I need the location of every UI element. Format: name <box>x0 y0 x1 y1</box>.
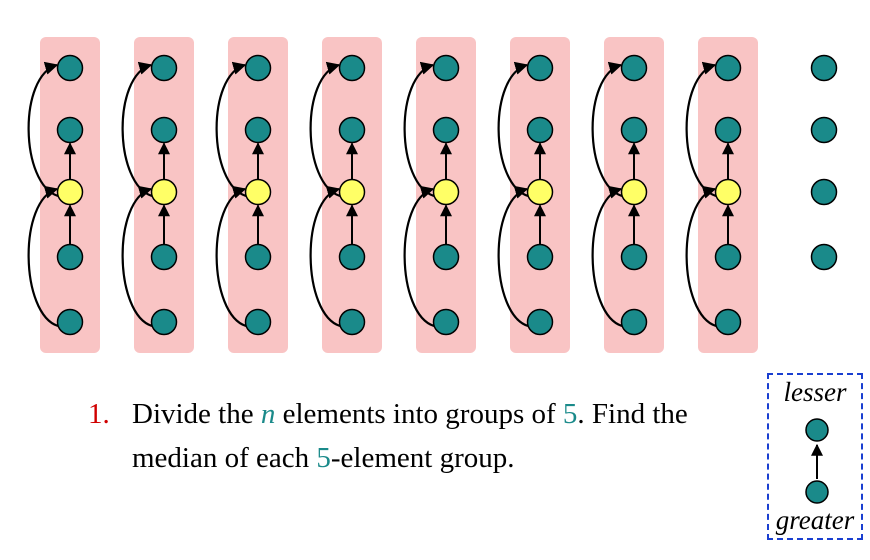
median-node <box>56 178 84 206</box>
median-node <box>338 178 366 206</box>
order-legend: lesser greater <box>767 373 863 540</box>
element-node <box>526 54 554 82</box>
curved-order-arrow <box>497 185 529 328</box>
median-node <box>714 178 742 206</box>
element-node <box>432 54 460 82</box>
element-node <box>56 243 84 271</box>
step-description: Divide the n elements into groups of 5. … <box>132 398 688 474</box>
legend-greater-node <box>805 480 829 504</box>
curved-order-arrow <box>27 185 59 328</box>
element-node <box>56 308 84 336</box>
element-node <box>150 54 178 82</box>
leftover-node <box>810 54 838 82</box>
leftover-node <box>810 116 838 144</box>
median-node <box>244 178 272 206</box>
element-node <box>150 308 178 336</box>
legend-arrow-diagram <box>805 418 829 504</box>
element-node <box>244 54 272 82</box>
legend-greater-label: greater <box>775 505 855 535</box>
element-node <box>432 243 460 271</box>
median-node <box>526 178 554 206</box>
legend-lesser-label: lesser <box>783 377 847 407</box>
element-node <box>244 308 272 336</box>
element-node <box>620 243 648 271</box>
element-node <box>150 116 178 144</box>
leftover-node <box>810 178 838 206</box>
element-node <box>338 308 366 336</box>
median-groups-diagram <box>27 37 838 353</box>
element-node <box>244 243 272 271</box>
element-node <box>56 54 84 82</box>
curved-order-arrow <box>309 185 341 328</box>
group-size-5b: 5 <box>316 442 331 474</box>
element-node <box>150 243 178 271</box>
median-node <box>432 178 460 206</box>
element-node <box>432 116 460 144</box>
element-node <box>714 308 742 336</box>
median-node <box>150 178 178 206</box>
legend-lesser-node <box>805 418 829 442</box>
curved-order-arrow <box>403 185 435 328</box>
element-node <box>526 116 554 144</box>
element-node <box>56 116 84 144</box>
element-node <box>714 116 742 144</box>
element-node <box>526 243 554 271</box>
group-size-5: 5 <box>562 398 578 430</box>
curved-order-arrow <box>685 185 717 328</box>
variable-n: n <box>260 398 276 430</box>
element-node <box>338 116 366 144</box>
element-node <box>714 54 742 82</box>
element-node <box>526 308 554 336</box>
element-node <box>620 308 648 336</box>
curved-order-arrow <box>591 185 623 328</box>
element-node <box>244 116 272 144</box>
curved-order-arrow <box>121 185 153 328</box>
curved-order-arrow <box>215 185 247 328</box>
leftover-node <box>810 243 838 271</box>
element-node <box>338 243 366 271</box>
element-node <box>714 243 742 271</box>
step-number: 1. <box>88 398 110 430</box>
element-node <box>432 308 460 336</box>
element-node <box>620 116 648 144</box>
element-node <box>338 54 366 82</box>
element-node <box>620 54 648 82</box>
median-node <box>620 178 648 206</box>
